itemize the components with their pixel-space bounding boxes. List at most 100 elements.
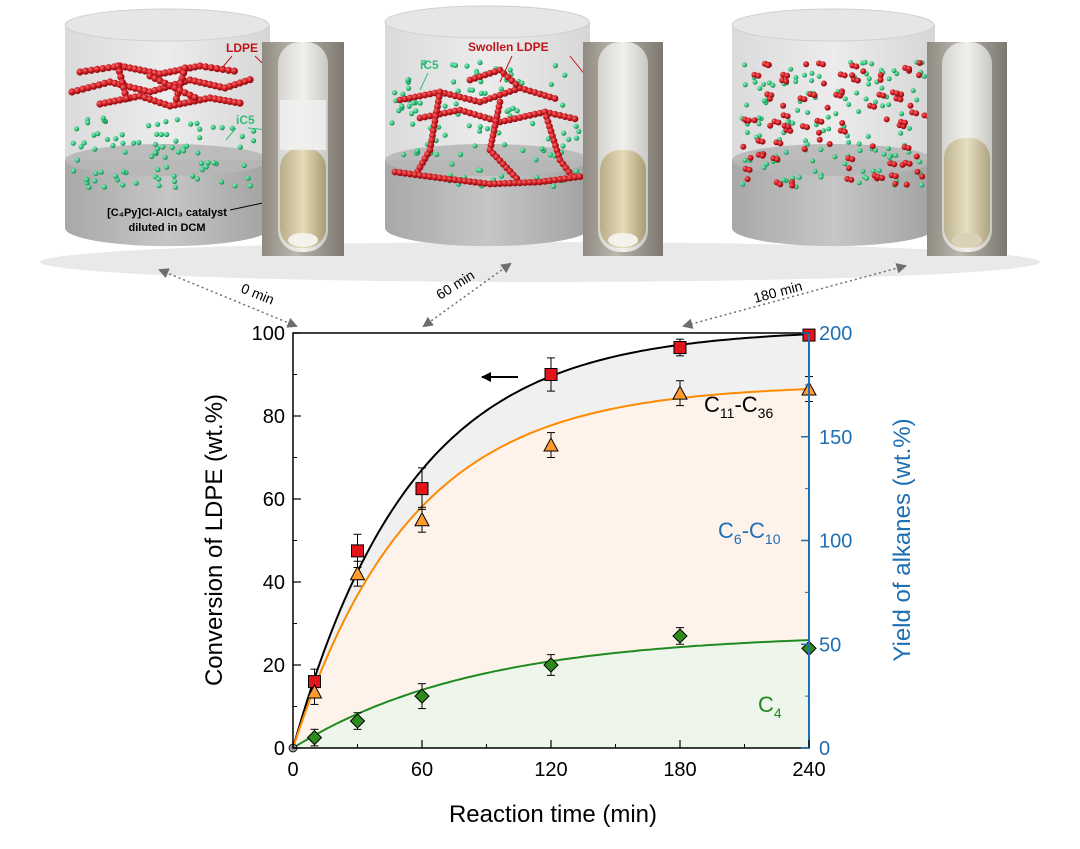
polymer-bead [68, 88, 76, 96]
solvent-bead [756, 115, 762, 121]
fragment-bead [801, 146, 808, 152]
point-c4 [543, 657, 559, 673]
solvent-bead [795, 107, 800, 113]
data-markers [288, 328, 817, 753]
solvent-bead [816, 73, 822, 79]
solvent-bead [881, 151, 887, 157]
fragment-bead [853, 63, 860, 70]
solvent-bead [122, 149, 128, 155]
ic5-label-0min: iC5 [236, 113, 255, 127]
polymer-bead [571, 173, 579, 181]
point-c4 [414, 688, 430, 704]
solvent-bead [162, 154, 168, 160]
solvent-bead [232, 183, 238, 189]
solvent-bead [832, 154, 838, 160]
solvent-bead [498, 173, 505, 179]
ic5-label-60min: iC5 [420, 58, 439, 72]
fragment-bead [826, 141, 833, 147]
solvent-bead [802, 72, 808, 78]
solvent-bead [781, 177, 787, 183]
fragment-bead [767, 122, 774, 129]
solvent-bead [198, 160, 204, 166]
polymer-bead [501, 180, 509, 187]
fragment-bead [775, 119, 782, 126]
solvent-bead [219, 125, 225, 131]
solvent-bead [866, 81, 871, 87]
y-axis-label: Conversion of LDPE (wt.%) [201, 394, 228, 686]
polymer-bead [551, 176, 559, 184]
point-c6-c10 [414, 511, 430, 527]
fragment-bead [744, 176, 751, 183]
polymer-bead [76, 68, 84, 76]
solvent-bead [793, 79, 799, 84]
fragment-bead [785, 123, 792, 130]
panel-shadow [40, 242, 1040, 282]
solvent-bead [421, 59, 427, 65]
solvent-bead [742, 157, 748, 163]
polymer-bead [196, 62, 204, 70]
solvent-bead [409, 111, 415, 117]
fragment-bead [780, 102, 787, 109]
solvent-bead [866, 76, 872, 82]
solvent-bead [560, 102, 566, 108]
solvent-bead [205, 160, 211, 166]
point-c6-c10 [349, 565, 366, 581]
solvent-bead [405, 85, 412, 91]
fragment-bead [893, 90, 900, 97]
fragment-bead [783, 78, 790, 85]
solvent-bead [530, 120, 536, 127]
fragment-bead [916, 60, 923, 66]
fragment-bead [751, 117, 758, 124]
solvent-bead [886, 102, 892, 108]
polymer-bead [511, 179, 519, 187]
solvent-bead [119, 132, 125, 138]
solvent-bead [887, 154, 892, 160]
solvent-bead [464, 63, 470, 69]
fragment-bead [811, 92, 818, 99]
svg-text:C4: C4 [758, 692, 782, 721]
solvent-bead [860, 168, 866, 174]
fragment-bead [879, 175, 886, 181]
fragment-bead [849, 156, 856, 163]
solvent-bead [110, 142, 116, 149]
polymer-bead [516, 179, 524, 187]
solvent-bead [506, 107, 512, 113]
solvent-bead [548, 152, 554, 158]
fragment-bead [816, 129, 822, 136]
solvent-bead [169, 144, 175, 151]
solvent-bead [566, 136, 572, 142]
y2-tick-label: 150 [819, 427, 852, 449]
solvent-bead [510, 105, 516, 111]
solvent-bead [84, 177, 90, 183]
solvent-bead [155, 146, 161, 152]
fragment-bead [860, 68, 867, 75]
solvent-bead [175, 149, 182, 155]
polymer-bead [441, 175, 449, 183]
y-tick-label: 100 [252, 323, 285, 345]
solvent-bead [120, 182, 126, 188]
solvent-bead [93, 170, 99, 177]
fragment-bead [746, 166, 753, 173]
solvent-bead [810, 158, 816, 164]
solvent-bead [790, 120, 796, 126]
solvent-bead [864, 175, 869, 181]
solvent-bead [250, 138, 257, 144]
solvent-bead [854, 90, 860, 96]
solvent-bead [81, 140, 87, 146]
solvent-bead [857, 148, 863, 154]
solvent-bead [761, 81, 767, 87]
fragment-bead [824, 104, 831, 111]
solvent-bead [507, 67, 513, 73]
solvent-bead [211, 160, 217, 166]
solvent-bead [155, 167, 161, 173]
polymer-bead [225, 66, 233, 74]
solvent-bead [458, 151, 464, 158]
y-tick-label: 40 [263, 572, 285, 594]
solvent-bead [399, 103, 405, 109]
solvent-bead [158, 131, 164, 138]
photo-60min [583, 42, 663, 256]
solvent-bead [872, 99, 878, 105]
polymer-bead [416, 171, 424, 179]
solvent-bead [842, 96, 848, 102]
solvent-bead [533, 157, 539, 163]
